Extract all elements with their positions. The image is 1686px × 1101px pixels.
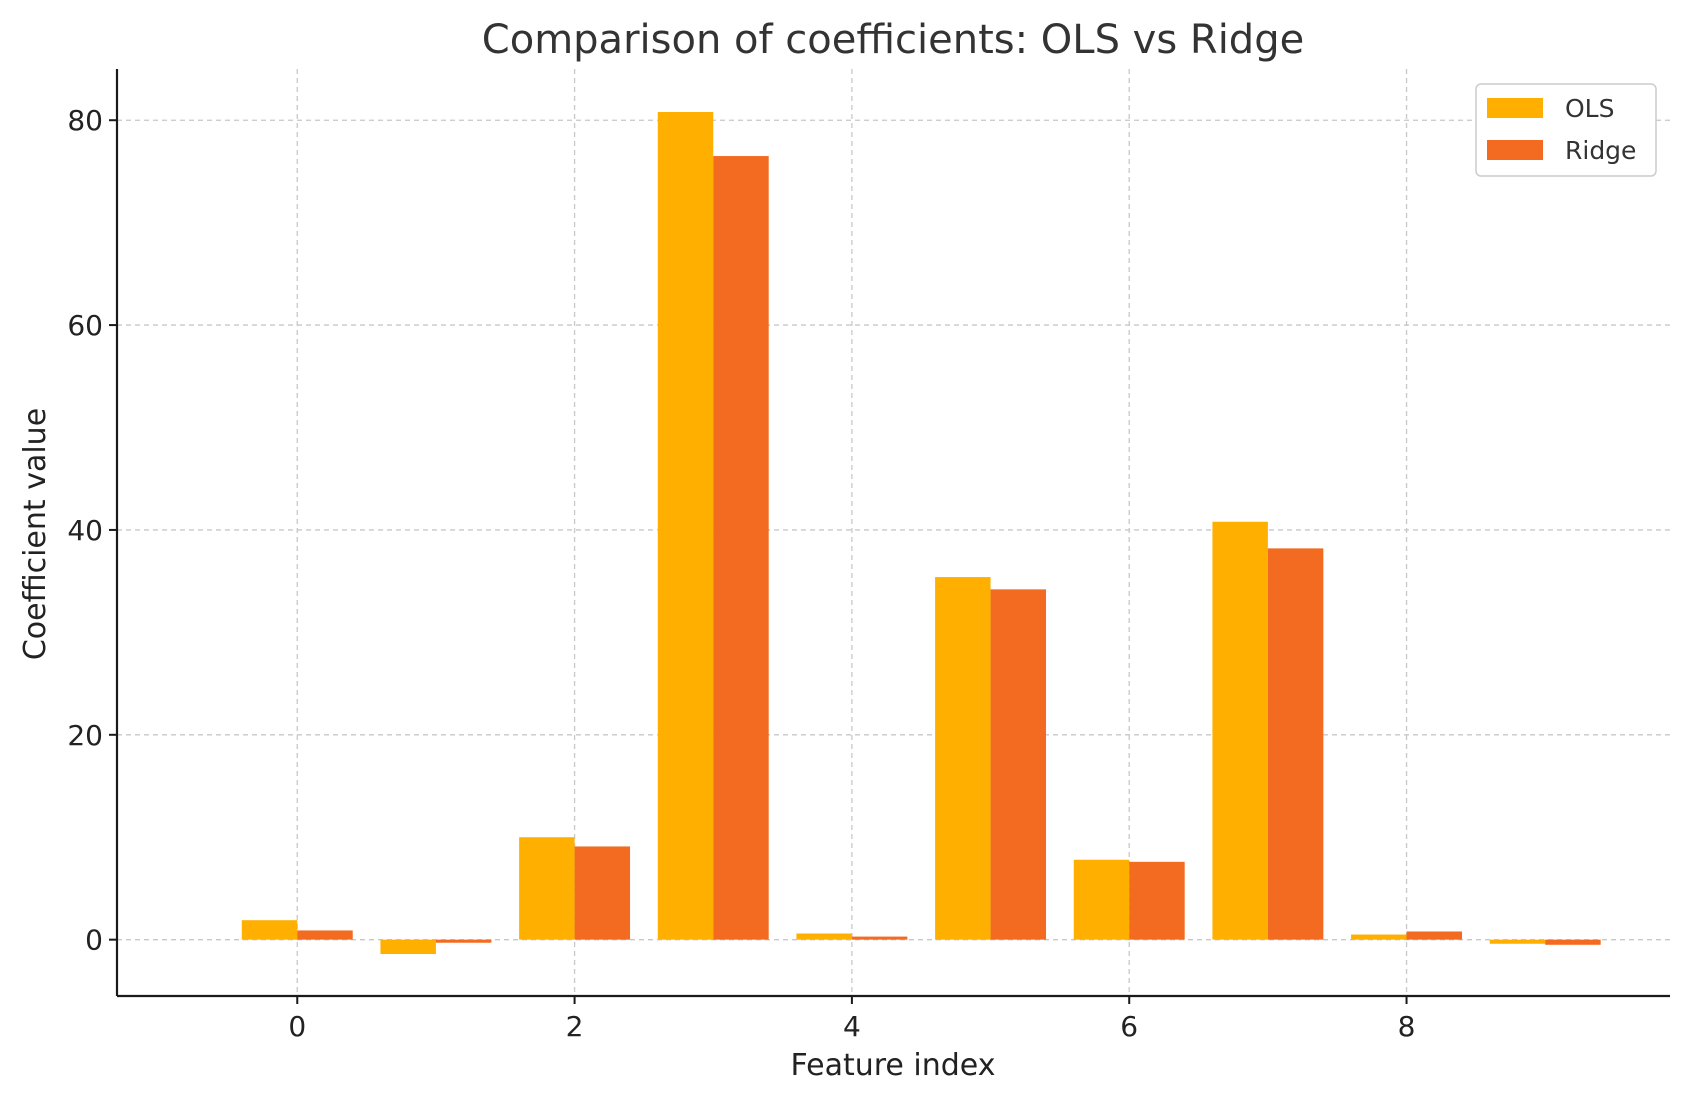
- bar-ols-4: [796, 933, 852, 940]
- x-tick-label: 6: [1120, 1010, 1138, 1043]
- bar-ols-1: [380, 939, 436, 955]
- y-axis-label: Coefficient value: [18, 408, 53, 660]
- bar-ols-6: [1073, 859, 1130, 940]
- bar-ols-2: [519, 837, 575, 940]
- x-tick-label: 0: [288, 1010, 306, 1043]
- bar-ridge-3: [713, 156, 769, 940]
- legend: OLS Ridge: [1475, 83, 1657, 177]
- bar-ridge-5: [990, 589, 1047, 940]
- y-tick-label: 80: [67, 104, 103, 137]
- y-tick-label: 0: [85, 924, 103, 957]
- legend-swatch-ols: [1487, 98, 1543, 118]
- bar-ols-9: [1489, 939, 1546, 944]
- bar-ridge-9: [1545, 939, 1601, 945]
- y-tick-label: 60: [67, 309, 103, 342]
- bars: [241, 112, 1601, 955]
- bar-ols-0: [241, 920, 298, 940]
- bar-ols-5: [935, 577, 991, 940]
- y-tick-label: 40: [67, 514, 103, 547]
- axes: [115, 69, 1670, 998]
- chart-title: Comparison of coefficients: OLS vs Ridge: [482, 17, 1304, 63]
- bar-ridge-4: [851, 936, 908, 940]
- legend-label-ols: OLS: [1565, 94, 1614, 123]
- bar-ridge-7: [1267, 548, 1324, 940]
- bar-ridge-6: [1129, 861, 1185, 940]
- bar-ols-8: [1351, 934, 1407, 940]
- legend-swatch-ridge: [1487, 140, 1543, 160]
- bar-ridge-8: [1406, 931, 1463, 940]
- x-tick-label: 2: [566, 1010, 584, 1043]
- x-tick-label: 8: [1398, 1010, 1416, 1043]
- grid: [117, 69, 1670, 996]
- bar-ols-3: [657, 112, 714, 940]
- bar-ridge-2: [574, 846, 631, 940]
- y-tick-label: 20: [67, 719, 103, 752]
- bar-ridge-1: [435, 939, 492, 943]
- legend-label-ridge: Ridge: [1565, 136, 1636, 165]
- bar-ols-7: [1212, 521, 1268, 940]
- x-tick-label: 4: [843, 1010, 861, 1043]
- x-axis-label: Feature index: [791, 1048, 996, 1083]
- bar-ridge-0: [297, 930, 353, 940]
